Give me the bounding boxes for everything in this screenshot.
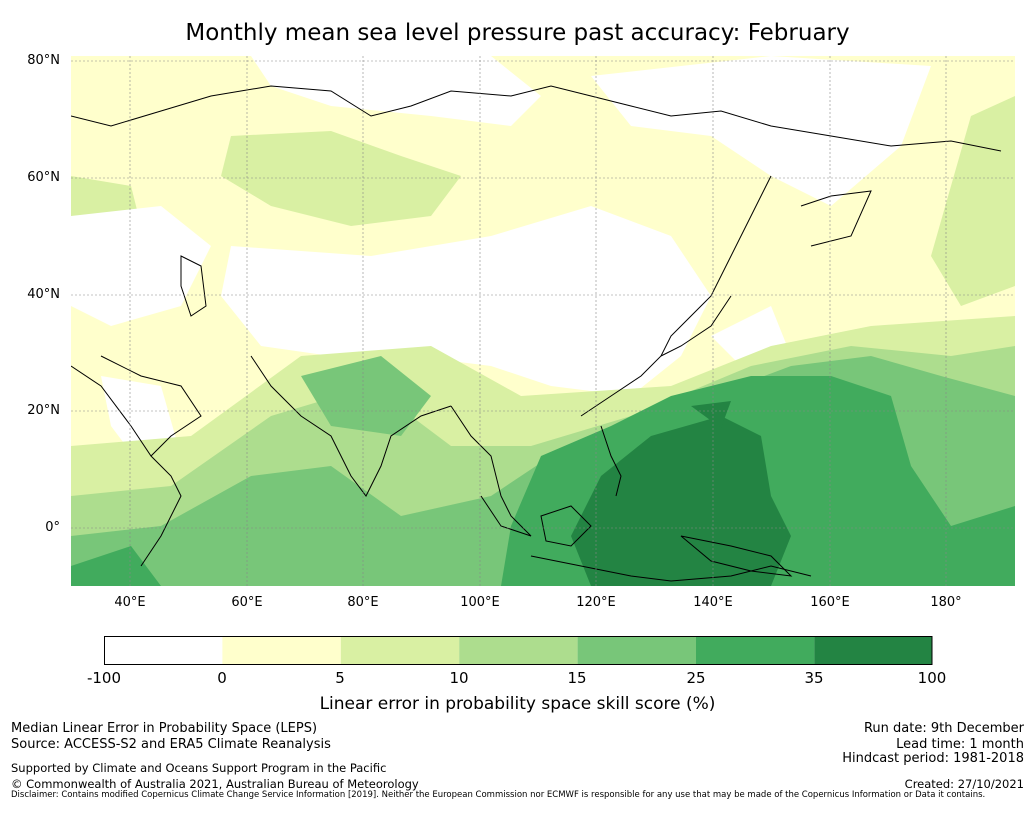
footer-leps: Median Linear Error in Probability Space… <box>11 721 318 736</box>
lon-label-160e: 160°E <box>810 595 850 610</box>
footer-support: Supported by Climate and Oceans Support … <box>11 761 387 775</box>
lon-label-40e: 40°E <box>114 595 146 610</box>
band-lt0-asia <box>221 206 711 396</box>
skill-map <box>71 56 1015 586</box>
footer-source: Source: ACCESS-S2 and ERA5 Climate Reana… <box>11 737 331 752</box>
band-5-10-north <box>221 131 461 226</box>
footer-disclaimer: Disclaimer: Contains modified Copernicus… <box>11 790 986 800</box>
band-35-100 <box>571 416 791 586</box>
coast-africa <box>71 365 182 567</box>
coast-indonesia <box>530 555 812 582</box>
footer-run-date: Run date: 9th December <box>863 721 1024 736</box>
colorbar-tick-5: 5 <box>335 669 345 687</box>
colorbar-swatch-5-10 <box>340 636 460 665</box>
coast-japan <box>660 295 732 357</box>
coast-kamchatka <box>800 190 872 247</box>
colorbar-swatch-0-5 <box>222 636 341 665</box>
colorbar-tick-100: 100 <box>917 669 947 687</box>
coast-arabia <box>100 355 202 457</box>
band-5-10-ne <box>931 96 1015 306</box>
band-lt0-siberia <box>591 56 931 206</box>
colorbar-tick-35: 35 <box>804 669 824 687</box>
lon-label-60e: 60°E <box>231 595 263 610</box>
lat-label-80n: 80°N <box>27 53 60 68</box>
footer-created: Created: 27/10/2021 <box>904 777 1024 791</box>
chart-title: Monthly mean sea level pressure past acc… <box>185 20 850 46</box>
colorbar-swatch-10-15 <box>459 636 578 665</box>
band-35-100-patch <box>691 401 731 428</box>
colorbar-swatch-35-100 <box>814 636 933 665</box>
band-lt0-west <box>71 206 211 326</box>
colorbar-swatch-25-35 <box>696 636 815 665</box>
coast-borneo <box>540 505 592 547</box>
colorbar-frame <box>104 636 933 665</box>
colorbar-tick-10: 10 <box>449 669 469 687</box>
lat-label-40n: 40°N <box>27 287 60 302</box>
coast-india <box>250 355 452 497</box>
band-15-25-india <box>301 356 431 436</box>
footer-copyright: © Commonwealth of Australia 2021, Austra… <box>11 777 419 791</box>
band-lt0-arctic <box>251 56 541 126</box>
coast-philippines <box>600 425 622 497</box>
colorbar-swatch-lt0 <box>104 636 223 665</box>
coast-arctic <box>71 85 1002 152</box>
lat-label-20n: 20°N <box>27 403 60 418</box>
colorbar-tick-15: 15 <box>567 669 587 687</box>
colorbar-label: Linear error in probability space skill … <box>319 694 716 714</box>
lon-label-100e: 100°E <box>460 595 500 610</box>
lat-label-0: 0° <box>45 520 60 535</box>
band-25-35-west <box>71 546 161 586</box>
colorbar <box>104 636 933 665</box>
footer-lead-time: Lead time: 1 month <box>896 737 1024 752</box>
footer-hindcast: Hindcast period: 1981-2018 <box>842 751 1024 766</box>
coast-seasia <box>450 405 532 537</box>
colorbar-tick--100: -100 <box>86 669 122 687</box>
lon-label-140e: 140°E <box>693 595 733 610</box>
lon-label-180: 180° <box>930 595 962 610</box>
colorbar-tick-0: 0 <box>217 669 227 687</box>
lon-label-80e: 80°E <box>347 595 379 610</box>
coast-caspian <box>180 255 207 317</box>
colorbar-tick-25: 25 <box>686 669 706 687</box>
coast-newguinea <box>680 535 793 577</box>
lon-label-120e: 120°E <box>576 595 616 610</box>
coast-east-asia <box>580 175 772 417</box>
lat-label-60n: 60°N <box>27 170 60 185</box>
colorbar-swatch-15-25 <box>577 636 696 665</box>
